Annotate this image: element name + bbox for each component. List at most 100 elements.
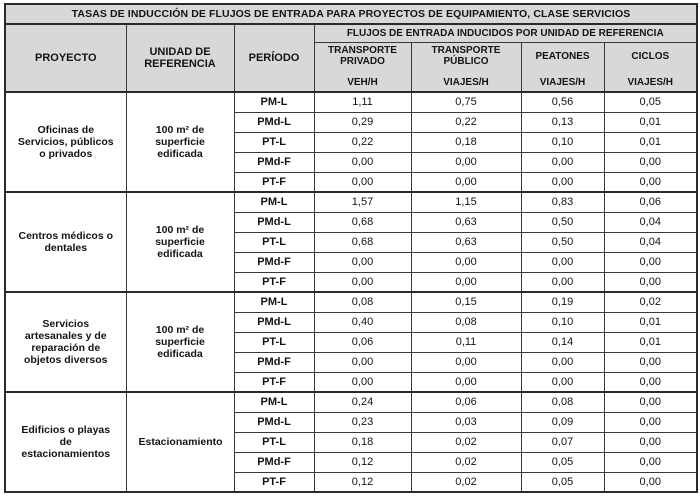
value-cell: 0,00 <box>603 471 698 493</box>
value-cell: 0,63 <box>410 231 522 253</box>
value-cell: 0,63 <box>410 211 522 233</box>
period-cell: PT-F <box>233 271 315 293</box>
value-cell: 0,00 <box>603 251 698 273</box>
col-header-periodo: PERÍODO <box>233 23 315 93</box>
value-cell: 0,04 <box>603 211 698 233</box>
value-cell: 0,22 <box>410 111 522 133</box>
value-cell: 0,01 <box>603 111 698 133</box>
value-cell: 0,01 <box>603 131 698 153</box>
column-unit: VEH/H <box>347 77 378 88</box>
value-cell: 0,50 <box>520 211 605 233</box>
value-cell: 0,75 <box>410 91 522 113</box>
value-cell: 0,00 <box>313 351 412 373</box>
value-cell: 0,02 <box>410 431 522 453</box>
table-row: PMd-L 0,29 0,22 0,13 0,01 <box>5 111 698 133</box>
project-name-cell: Edificios o playas de estacionamientos <box>4 391 127 493</box>
value-cell: 0,00 <box>603 451 698 473</box>
value-cell: 0,09 <box>520 411 605 433</box>
title-row: TASAS DE INDUCCIÓN DE FLUJOS DE ENTRADA … <box>4 3 698 25</box>
column-name: PEATONES <box>535 50 590 62</box>
value-cell: 0,00 <box>410 371 522 393</box>
value-cell: 0,00 <box>603 411 698 433</box>
value-cell: 0,10 <box>520 131 605 153</box>
period-cell: PM-L <box>233 91 315 113</box>
value-cell: 0,01 <box>603 331 698 353</box>
value-cell: 0,00 <box>410 351 522 373</box>
table-row: PT-L 0,68 0,63 0,50 0,04 <box>5 231 698 253</box>
table-row: Edificios o playas de estacionamientos Es… <box>4 391 698 493</box>
value-cell: 0,14 <box>520 331 605 353</box>
table-row: PT-L 0,06 0,11 0,14 0,01 <box>5 331 698 353</box>
value-cell: 0,68 <box>313 211 412 233</box>
value-cell: 0,00 <box>520 251 605 273</box>
reference-unit-cell: 100 m² de superficie edificada <box>125 191 235 293</box>
table-title: TASAS DE INDUCCIÓN DE FLUJOS DE ENTRADA … <box>4 3 698 25</box>
period-cell: PT-F <box>233 471 315 493</box>
induction-rates-table: TASAS DE INDUCCIÓN DE FLUJOS DE ENTRADA … <box>4 3 698 493</box>
value-cell: 0,00 <box>603 431 698 453</box>
table-row: Servicios artesanales y de reparación de… <box>4 291 698 393</box>
value-cell: 0,00 <box>313 371 412 393</box>
value-cell: 0,12 <box>313 451 412 473</box>
value-cell: 0,08 <box>313 291 412 313</box>
table-row: PT-L 0,22 0,18 0,10 0,01 <box>5 131 698 153</box>
table-row: PT-F 0,12 0,02 0,05 0,00 <box>5 471 698 493</box>
value-cell: 0,00 <box>520 351 605 373</box>
value-cell: 0,05 <box>520 471 605 493</box>
value-cell: 0,68 <box>313 231 412 253</box>
col-header-transporte-publico: TRANSPORTE PÚBLICO VIAJES/H <box>410 42 522 93</box>
period-cell: PT-L <box>233 231 315 253</box>
period-cell: PM-L <box>233 291 315 313</box>
reference-unit-cell: 100 m² de superficie edificada <box>125 291 235 393</box>
value-cell: 0,07 <box>520 431 605 453</box>
reference-unit-cell: 100 m² de superficie edificada <box>125 91 235 193</box>
period-cell: PT-L <box>233 331 315 353</box>
table-row: PMd-F 0,00 0,00 0,00 0,00 <box>5 151 698 173</box>
period-cell: PT-L <box>233 431 315 453</box>
value-cell: 0,00 <box>313 151 412 173</box>
column-unit: VIAJES/H <box>539 77 586 88</box>
col-header-transporte-privado: TRANSPORTE PRIVADO VEH/H <box>313 42 412 93</box>
value-cell: 0,00 <box>313 271 412 293</box>
value-cell: 0,06 <box>313 331 412 353</box>
value-cell: 0,50 <box>520 231 605 253</box>
value-cell: 0,00 <box>603 151 698 173</box>
period-cell: PT-F <box>233 371 315 393</box>
value-cell: 0,00 <box>603 351 698 373</box>
value-cell: 0,13 <box>520 111 605 133</box>
table-row: PT-F 0,00 0,00 0,00 0,00 <box>5 271 698 293</box>
value-cell: 0,19 <box>520 291 605 313</box>
period-cell: PT-L <box>233 131 315 153</box>
value-cell: 0,11 <box>410 331 522 353</box>
value-cell: 0,83 <box>520 191 605 213</box>
table-row: Oficinas de Servicios, públicos o privad… <box>4 91 698 193</box>
value-cell: 0,15 <box>410 291 522 313</box>
value-cell: 0,00 <box>603 391 698 413</box>
period-cell: PMd-F <box>233 251 315 273</box>
value-cell: 0,00 <box>520 271 605 293</box>
col-header-flujos-span: FLUJOS DE ENTRADA INDUCIDOS POR UNIDAD D… <box>313 23 698 43</box>
value-cell: 1,11 <box>313 91 412 113</box>
value-cell: 0,00 <box>410 151 522 173</box>
value-cell: 0,10 <box>520 311 605 333</box>
period-cell: PMd-L <box>233 111 315 133</box>
table-row: PT-F 0,00 0,00 0,00 0,00 <box>5 171 698 193</box>
value-cell: 0,00 <box>520 171 605 193</box>
value-cell: 1,15 <box>410 191 522 213</box>
period-cell: PMd-L <box>233 311 315 333</box>
value-cell: 0,01 <box>603 311 698 333</box>
period-cell: PMd-F <box>233 351 315 373</box>
value-cell: 0,02 <box>410 451 522 473</box>
table-row: PT-L 0,18 0,02 0,07 0,00 <box>5 431 698 453</box>
column-name: TRANSPORTE PRIVADO <box>328 45 397 67</box>
reference-unit-cell: Estacionamiento <box>125 391 235 493</box>
value-cell: 0,00 <box>520 371 605 393</box>
value-cell: 0,03 <box>410 411 522 433</box>
period-cell: PM-L <box>233 191 315 213</box>
value-cell: 0,24 <box>313 391 412 413</box>
value-cell: 0,00 <box>410 251 522 273</box>
column-name: CICLOS <box>631 50 670 62</box>
value-cell: 0,00 <box>603 371 698 393</box>
column-name: TRANSPORTE PÚBLICO <box>431 45 501 67</box>
